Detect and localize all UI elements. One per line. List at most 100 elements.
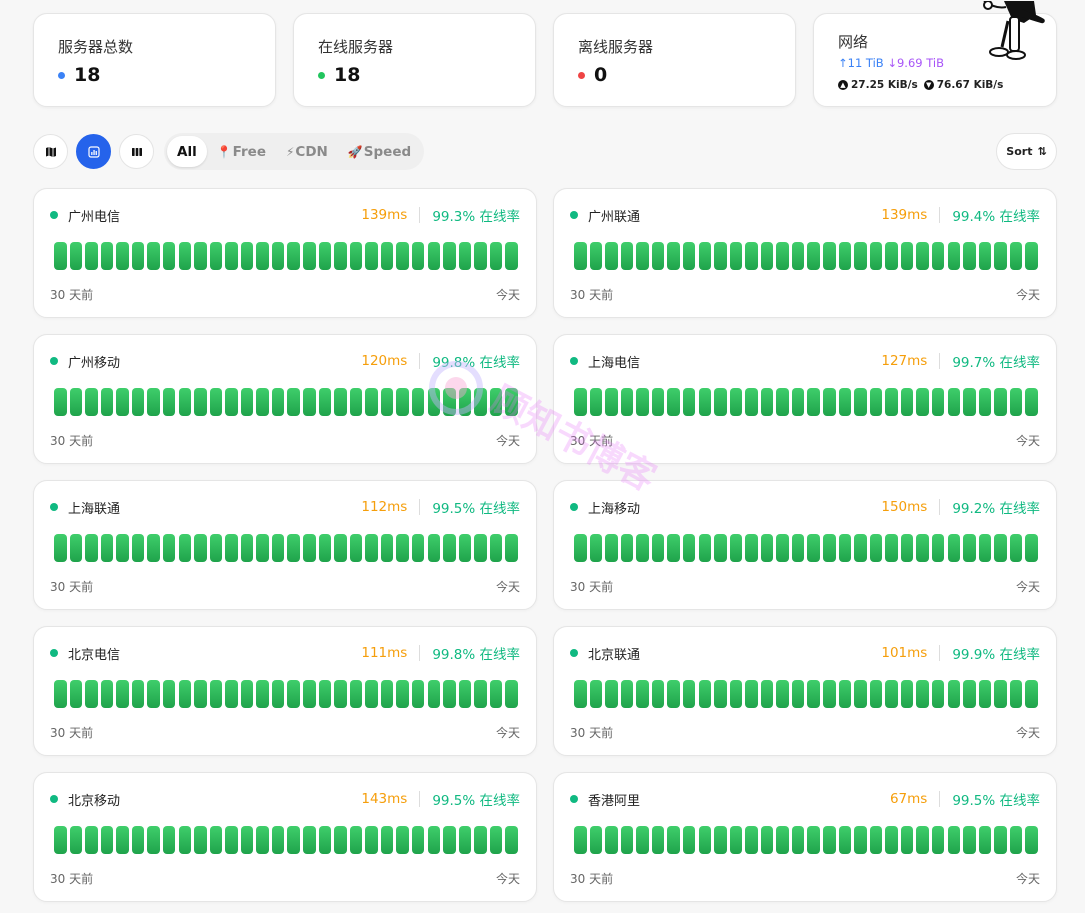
uptime-day-bar[interactable] [334,826,347,854]
uptime-day-bar[interactable] [380,680,394,708]
uptime-day-bar[interactable] [838,680,852,708]
uptime-day-bar[interactable] [931,826,945,854]
uptime-day-bar[interactable] [131,680,145,708]
uptime-day-bar[interactable] [978,680,992,708]
uptime-day-bar[interactable] [807,388,820,416]
uptime-day-bar[interactable] [271,826,285,854]
uptime-day-bar[interactable] [318,680,332,708]
uptime-day-bar[interactable] [823,242,836,270]
uptime-day-bar[interactable] [334,388,347,416]
uptime-day-bar[interactable] [745,680,758,708]
uptime-day-bar[interactable] [994,242,1007,270]
uptime-day-bar[interactable] [443,826,456,854]
uptime-day-bar[interactable] [225,242,238,270]
uptime-day-bar[interactable] [978,826,992,854]
uptime-day-bar[interactable] [256,242,269,270]
uptime-day-bar[interactable] [885,680,898,708]
monitor-card[interactable]: 上海移动 150ms 99.2% 在线率 30 天前 今天 [553,480,1057,610]
uptime-day-bar[interactable] [209,680,223,708]
uptime-day-bar[interactable] [225,534,238,562]
uptime-day-bar[interactable] [349,242,363,270]
uptime-day-bar[interactable] [807,680,820,708]
uptime-day-bar[interactable] [885,242,898,270]
uptime-day-bar[interactable] [823,826,836,854]
uptime-day-bar[interactable] [791,242,805,270]
uptime-day-bar[interactable] [256,534,269,562]
uptime-day-bar[interactable] [682,826,696,854]
uptime-day-bar[interactable] [963,534,976,562]
monitor-card[interactable]: 广州移动 120ms 99.8% 在线率 30 天前 今天 [33,334,537,464]
uptime-day-bar[interactable] [574,680,587,708]
uptime-day-bar[interactable] [54,680,67,708]
uptime-day-bar[interactable] [69,534,83,562]
uptime-day-bar[interactable] [823,680,836,708]
uptime-day-bar[interactable] [838,388,852,416]
uptime-day-bar[interactable] [458,680,472,708]
uptime-day-bar[interactable] [240,680,254,708]
uptime-day-bar[interactable] [620,680,634,708]
uptime-day-bar[interactable] [714,534,727,562]
uptime-day-bar[interactable] [589,388,603,416]
chart-view-button[interactable] [76,134,111,169]
uptime-day-bar[interactable] [54,826,67,854]
uptime-day-bar[interactable] [147,388,160,416]
uptime-day-bar[interactable] [427,680,440,708]
uptime-day-bar[interactable] [411,242,425,270]
uptime-day-bar[interactable] [178,388,191,416]
uptime-day-bar[interactable] [85,388,98,416]
monitor-card[interactable]: 上海联通 112ms 99.5% 在线率 30 天前 今天 [33,480,537,610]
uptime-day-bar[interactable] [505,242,518,270]
uptime-day-bar[interactable] [318,826,332,854]
uptime-day-bar[interactable] [947,388,960,416]
uptime-day-bar[interactable] [116,534,129,562]
uptime-day-bar[interactable] [178,242,191,270]
uptime-day-bar[interactable] [54,388,67,416]
uptime-day-bar[interactable] [287,388,300,416]
uptime-day-bar[interactable] [334,534,347,562]
uptime-day-bar[interactable] [380,826,394,854]
uptime-day-bar[interactable] [869,388,883,416]
uptime-day-bar[interactable] [745,388,758,416]
uptime-day-bar[interactable] [574,242,587,270]
tab-cdn[interactable]: ⚡ CDN [276,136,338,167]
uptime-day-bar[interactable] [303,826,316,854]
uptime-day-bar[interactable] [349,680,363,708]
uptime-day-bar[interactable] [194,826,207,854]
uptime-day-bar[interactable] [589,242,603,270]
uptime-day-bar[interactable] [458,534,472,562]
uptime-day-bar[interactable] [791,534,805,562]
uptime-day-bar[interactable] [131,826,145,854]
uptime-day-bar[interactable] [667,242,680,270]
uptime-day-bar[interactable] [427,826,440,854]
uptime-day-bar[interactable] [760,680,774,708]
uptime-day-bar[interactable] [916,388,929,416]
uptime-day-bar[interactable] [318,242,332,270]
uptime-day-bar[interactable] [489,826,503,854]
uptime-day-bar[interactable] [303,242,316,270]
uptime-day-bar[interactable] [714,388,727,416]
uptime-day-bar[interactable] [1009,534,1023,562]
uptime-day-bar[interactable] [505,388,518,416]
uptime-day-bar[interactable] [178,680,191,708]
uptime-day-bar[interactable] [963,680,976,708]
uptime-day-bar[interactable] [54,242,67,270]
uptime-day-bar[interactable] [162,242,176,270]
uptime-day-bar[interactable] [162,388,176,416]
uptime-day-bar[interactable] [605,534,618,562]
uptime-day-bar[interactable] [287,826,300,854]
uptime-day-bar[interactable] [209,826,223,854]
uptime-day-bar[interactable] [838,826,852,854]
uptime-day-bar[interactable] [334,680,347,708]
uptime-day-bar[interactable] [574,534,587,562]
uptime-day-bar[interactable] [411,680,425,708]
columns-view-button[interactable] [119,134,154,169]
uptime-day-bar[interactable] [209,242,223,270]
uptime-day-bar[interactable] [869,680,883,708]
uptime-day-bar[interactable] [427,388,440,416]
monitor-card[interactable]: 北京电信 111ms 99.8% 在线率 30 天前 今天 [33,626,537,756]
uptime-day-bar[interactable] [931,534,945,562]
uptime-day-bar[interactable] [869,242,883,270]
uptime-day-bar[interactable] [427,534,440,562]
uptime-day-bar[interactable] [682,680,696,708]
uptime-day-bar[interactable] [760,534,774,562]
